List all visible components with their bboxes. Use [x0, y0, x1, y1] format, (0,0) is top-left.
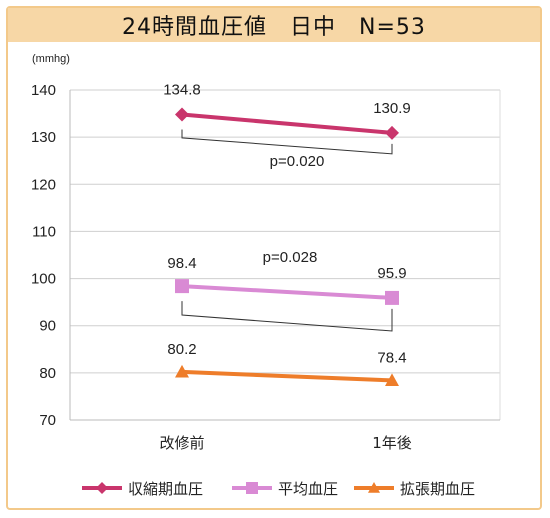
- legend-entry-0: 収縮期血圧: [82, 480, 203, 498]
- y-axis-unit: (mmhg): [32, 53, 70, 65]
- series-line: [181, 284, 393, 300]
- y-tick-label: 70: [39, 412, 56, 429]
- data-label: 130.9: [373, 100, 411, 117]
- y-tick-label: 90: [39, 318, 56, 335]
- legend-entry-1: 平均血圧: [232, 480, 338, 498]
- legend: 収縮期血圧 平均血圧 拡張期血圧: [82, 480, 475, 498]
- p-value-label: p=0.020: [270, 153, 325, 170]
- series-line: [181, 369, 393, 383]
- series-line: [181, 112, 393, 135]
- data-label: 80.2: [167, 341, 196, 358]
- p-value-label: p=0.028: [263, 249, 318, 266]
- data-point-diamond: [175, 107, 189, 122]
- y-tick-label: 120: [31, 176, 56, 193]
- data-label: 95.9: [377, 265, 406, 282]
- data-point-diamond: [385, 125, 399, 140]
- chart-title: 24時間血圧値 日中 N=53: [8, 8, 540, 42]
- data-label: 134.8: [163, 82, 201, 99]
- series-2: 80.2 78.4: [167, 341, 407, 386]
- significance-bracket: p=0.028: [181, 249, 393, 332]
- legend-label: 拡張期血圧: [400, 480, 475, 498]
- data-point-triangle: [175, 364, 189, 378]
- legend-entry-2: 拡張期血圧: [354, 480, 475, 498]
- data-point-triangle: [368, 482, 380, 493]
- x-tick-label: 改修前: [159, 434, 204, 452]
- y-tick-label: 100: [31, 271, 56, 288]
- data-label: 98.4: [167, 255, 196, 272]
- legend-label: 収縮期血圧: [128, 480, 203, 498]
- series-0: 134.8 130.9: [163, 82, 411, 140]
- x-tick-label: 1年後: [372, 434, 412, 452]
- chart-title-text: 24時間血圧値 日中 N=53: [122, 15, 426, 40]
- significance-bracket: p=0.020: [181, 129, 393, 170]
- bracket-line: [181, 129, 393, 155]
- axes: 70 80 90 100 110 120 130 140 (mmhg) 改修前 1年後: [31, 53, 501, 452]
- legend-label: 平均血圧: [278, 480, 338, 498]
- y-tick-label: 130: [31, 129, 56, 146]
- data-point-triangle: [385, 373, 399, 386]
- y-tick-label: 80: [39, 365, 56, 382]
- data-point-diamond: [96, 482, 108, 494]
- series-layer: 134.8 130.9 98.4 95.9 80.2 78.4: [163, 82, 411, 386]
- data-label: 78.4: [377, 349, 406, 366]
- y-tick-label: 110: [32, 223, 56, 240]
- data-point-square: [385, 290, 399, 305]
- annotations: p=0.020 p=0.028: [181, 129, 393, 332]
- bracket-line: [181, 301, 393, 332]
- data-point-square: [175, 279, 189, 294]
- y-tick-label: 140: [31, 82, 56, 99]
- data-point-square: [246, 482, 258, 494]
- series-1: 98.4 95.9: [167, 255, 407, 305]
